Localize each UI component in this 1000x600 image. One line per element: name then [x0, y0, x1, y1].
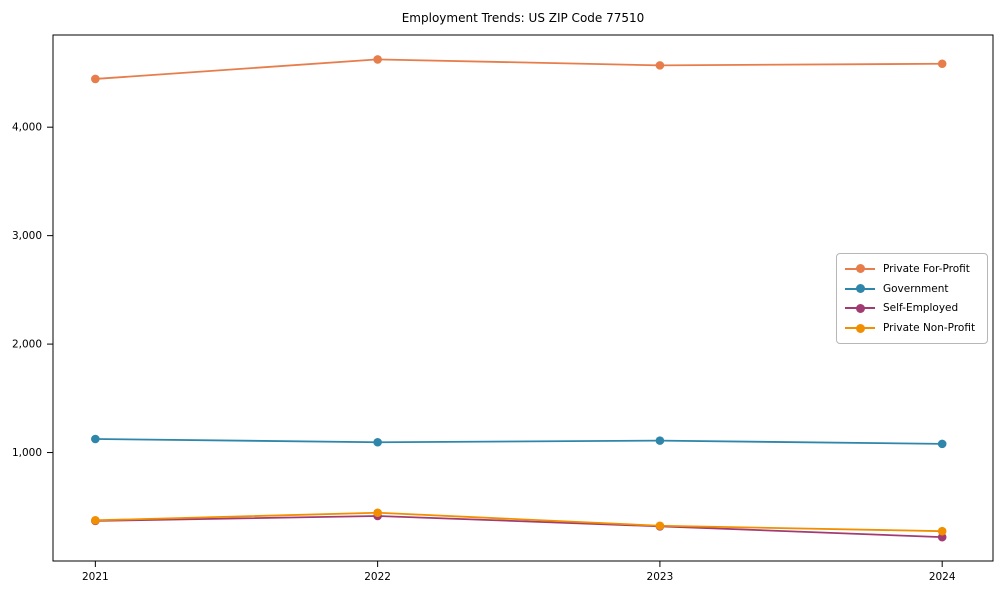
- data-point-private-non-profit: [373, 508, 382, 518]
- series-line-private-non-profit: [94, 511, 944, 533]
- legend-entry-private-non-profit: Private Non-Profit: [845, 318, 979, 338]
- series-line-self-employed: [94, 515, 944, 539]
- data-point-self-employed: [937, 532, 947, 542]
- data-point-government: [91, 434, 100, 444]
- data-point-government: [373, 437, 382, 447]
- data-point-private-for-profit: [373, 55, 382, 64]
- legend-label: Self-Employed: [883, 302, 959, 315]
- legend-box: Private For-Profit Government Self-Employe…: [836, 253, 988, 344]
- y-tick-label: 1,000: [12, 447, 42, 459]
- x-tick-label: 2024: [929, 571, 956, 583]
- data-point-private-for-profit: [91, 74, 100, 84]
- legend-entry-self-employed: Self-Employed: [845, 299, 979, 319]
- data-point-private-for-profit: [655, 61, 665, 70]
- series-line-government: [94, 438, 944, 445]
- chart-title: Employment Trends: US ZIP Code 77510: [401, 11, 645, 25]
- series-line-private-for-profit: [94, 58, 944, 80]
- data-point-private-for-profit: [937, 59, 947, 69]
- plot-border: [52, 34, 994, 562]
- y-tick-label: 4,000: [12, 122, 42, 134]
- legend-label: Private For-Profit: [883, 262, 970, 275]
- legend-entry-government: Government: [845, 279, 979, 299]
- data-point-private-non-profit: [91, 516, 100, 525]
- x-tick-label: 2023: [647, 571, 674, 583]
- legend-label: Private Non-Profit: [883, 322, 976, 335]
- data-point-private-non-profit: [655, 521, 665, 531]
- data-point-government: [937, 439, 947, 449]
- legend-line-marker-icon: [845, 284, 875, 294]
- data-point-government: [655, 436, 665, 445]
- legend-line-marker-icon: [845, 264, 875, 274]
- legend-entry-private-for-profit: Private For-Profit: [845, 259, 979, 279]
- y-tick-label: 3,000: [12, 230, 42, 242]
- data-point-private-non-profit: [937, 526, 947, 536]
- y-tick-label: 2,000: [12, 339, 42, 351]
- x-tick-label: 2021: [82, 571, 109, 583]
- legend-label: Government: [883, 282, 949, 295]
- legend-line-marker-icon: [845, 323, 875, 333]
- legend-line-marker-icon: [845, 303, 875, 313]
- x-tick-label: 2022: [364, 571, 391, 583]
